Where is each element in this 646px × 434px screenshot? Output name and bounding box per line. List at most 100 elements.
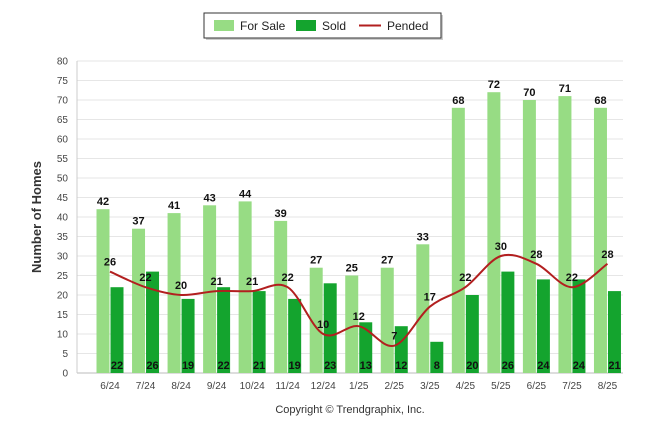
bar-for-sale xyxy=(451,107,465,374)
y-tick-label: 25 xyxy=(57,271,69,282)
legend-label-for-sale: For Sale xyxy=(240,19,286,33)
data-label-pended: 22 xyxy=(459,272,471,284)
bar-sold xyxy=(572,279,586,373)
x-tick-label: 8/24 xyxy=(171,381,191,392)
bar-for-sale xyxy=(238,201,252,373)
bar-for-sale xyxy=(96,209,110,373)
pended-line xyxy=(109,253,609,347)
bar-for-sale xyxy=(593,107,607,374)
x-tick-label: 2/25 xyxy=(385,381,405,392)
y-tick-label: 30 xyxy=(57,252,69,263)
y-tick-label: 80 xyxy=(57,57,69,68)
bar-sold xyxy=(536,279,550,373)
data-label-for-sale: 37 xyxy=(132,216,144,228)
x-tick-label: 6/25 xyxy=(527,381,547,392)
data-label-pended: 22 xyxy=(566,272,578,284)
y-tick-label: 0 xyxy=(62,369,68,380)
data-label-pended: 22 xyxy=(139,272,151,284)
data-label-for-sale: 39 xyxy=(275,208,287,220)
y-tick-label: 60 xyxy=(57,135,69,146)
x-tick-label: 7/24 xyxy=(136,381,156,392)
data-label-sold: 21 xyxy=(253,360,265,372)
bar-sold xyxy=(252,291,266,373)
bar-for-sale xyxy=(309,267,323,373)
data-label-for-sale: 41 xyxy=(168,200,180,212)
data-label-sold: 22 xyxy=(111,360,123,372)
data-label-pended: 28 xyxy=(530,249,542,261)
x-tick-label: 11/24 xyxy=(276,381,301,392)
data-label-for-sale: 44 xyxy=(239,188,252,200)
x-axis-ticks: 6/24 7/24 8/24 9/24 10/24 11/24 12/24 1/25 2/25 3… xyxy=(100,381,617,392)
bar-sold xyxy=(607,291,621,373)
data-label-pended: 21 xyxy=(210,276,222,288)
y-tick-label: 5 xyxy=(62,349,68,360)
bar-sold xyxy=(430,341,444,373)
bar-sold xyxy=(110,287,124,373)
x-tick-label: 3/25 xyxy=(420,381,440,392)
x-tick-label: 8/25 xyxy=(598,381,618,392)
pended-line-path xyxy=(109,253,609,347)
data-label-sold: 24 xyxy=(537,360,550,372)
data-label-for-sale: 70 xyxy=(523,87,535,99)
bar-sold xyxy=(359,322,373,373)
data-label-pended: 17 xyxy=(424,292,436,304)
x-tick-label: 1/25 xyxy=(349,381,369,392)
y-tick-label: 70 xyxy=(57,96,69,107)
y-tick-label: 45 xyxy=(57,193,69,204)
y-tick-label: 50 xyxy=(57,174,69,185)
bar-for-sale xyxy=(558,96,572,373)
bar-for-sale xyxy=(274,220,288,373)
x-tick-label: 9/24 xyxy=(207,381,227,392)
bar-for-sale xyxy=(380,267,394,373)
y-tick-label: 65 xyxy=(57,115,69,126)
data-labels: 42 22 37 26 41 19 43 22 44 21 39 19 27 23 25 13 27 12 33 8 6… xyxy=(97,79,621,372)
legend-label-pended: Pended xyxy=(387,19,428,33)
data-label-for-sale: 42 xyxy=(97,196,109,208)
y-tick-label: 55 xyxy=(57,154,69,165)
data-label-pended: 30 xyxy=(495,241,507,253)
bar-for-sale xyxy=(132,228,146,373)
data-label-sold: 22 xyxy=(217,360,229,372)
bar-sold xyxy=(501,271,515,373)
bar-for-sale xyxy=(345,275,359,373)
bar-for-sale xyxy=(522,100,536,373)
y-tick-label: 75 xyxy=(57,76,69,87)
data-label-for-sale: 25 xyxy=(346,263,358,275)
bar-for-sale xyxy=(416,244,430,373)
data-label-for-sale: 68 xyxy=(452,95,464,107)
data-label-sold: 8 xyxy=(434,360,440,372)
data-label-pended: 7 xyxy=(391,331,397,343)
bar-sold xyxy=(146,271,160,373)
bar-sold xyxy=(323,283,337,373)
data-label-for-sale: 71 xyxy=(559,83,571,95)
bar-for-sale xyxy=(167,213,181,373)
data-label-sold: 21 xyxy=(608,360,620,372)
data-label-pended: 26 xyxy=(104,257,116,269)
bar-sold xyxy=(181,298,195,373)
data-label-pended: 10 xyxy=(317,319,329,331)
bar-sold xyxy=(217,287,231,373)
data-label-sold: 20 xyxy=(466,360,478,372)
y-tick-label: 10 xyxy=(57,330,69,341)
bar-sold xyxy=(465,295,479,373)
data-label-sold: 26 xyxy=(502,360,514,372)
legend-label-sold: Sold xyxy=(322,19,346,33)
data-label-sold: 19 xyxy=(289,360,301,372)
x-tick-label: 4/25 xyxy=(456,381,476,392)
x-tick-label: 6/24 xyxy=(100,381,120,392)
data-label-pended: 21 xyxy=(246,276,258,288)
data-label-for-sale: 27 xyxy=(310,255,322,267)
data-label-sold: 12 xyxy=(395,360,407,372)
data-label-for-sale: 43 xyxy=(203,192,215,204)
data-label-pended: 22 xyxy=(282,272,294,284)
legend-swatch-sold xyxy=(296,20,316,31)
data-label-sold: 24 xyxy=(573,360,586,372)
y-tick-label: 35 xyxy=(57,232,69,243)
data-label-pended: 20 xyxy=(175,280,187,292)
y-axis-title: Number of Homes xyxy=(29,161,44,273)
legend-swatch-for-sale xyxy=(214,20,234,31)
data-label-for-sale: 27 xyxy=(381,255,393,267)
y-tick-label: 15 xyxy=(57,310,69,321)
y-tick-label: 40 xyxy=(57,213,69,224)
